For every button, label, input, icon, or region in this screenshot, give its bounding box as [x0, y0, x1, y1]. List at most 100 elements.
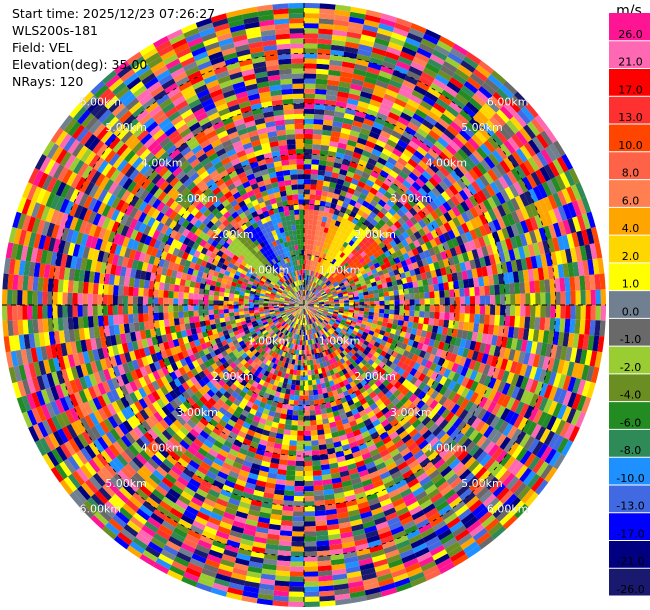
- range-gate: [280, 525, 293, 532]
- range-gate: [483, 441, 496, 454]
- range-gate: [332, 236, 339, 243]
- range-gate: [416, 471, 429, 483]
- range-gate: [435, 155, 447, 167]
- range-gate: [305, 295, 307, 301]
- range-gate: [343, 309, 350, 313]
- range-gate: [542, 356, 551, 371]
- range-gate: [469, 313, 475, 323]
- range-gate: [304, 302, 309, 305]
- range-gate: [361, 86, 374, 95]
- range-gate: [386, 199, 395, 208]
- range-gate: [495, 146, 508, 161]
- range-gate: [314, 266, 319, 273]
- range-gate: [404, 270, 411, 278]
- range-gate: [394, 329, 402, 337]
- range-gate: [351, 274, 358, 280]
- range-gate: [479, 490, 493, 504]
- range-gate: [384, 305, 390, 310]
- range-gate: [413, 230, 422, 240]
- range-gate: [500, 305, 506, 316]
- range-gate: [552, 402, 563, 418]
- range-gate: [307, 285, 310, 291]
- range-gate: [397, 368, 406, 376]
- range-gate: [347, 370, 355, 377]
- range-gate: [408, 393, 418, 403]
- range-gate: [323, 428, 332, 435]
- range-gate: [317, 169, 326, 176]
- range-gate: [315, 225, 321, 232]
- range-gate: [498, 126, 512, 141]
- range-gate: [360, 223, 368, 231]
- range-gate: [317, 273, 322, 279]
- range-gate: [367, 342, 374, 349]
- range-gate: [421, 258, 429, 267]
- range-gate: [401, 214, 410, 223]
- range-gate: [576, 395, 587, 412]
- range-gate: [343, 342, 349, 348]
- range-gate: [371, 258, 379, 265]
- range-gate: [305, 290, 308, 296]
- range-gate: [407, 478, 420, 489]
- range-gate: [317, 43, 332, 50]
- range-gate: [512, 271, 520, 283]
- range-gate: [444, 249, 453, 259]
- range-gate: [475, 177, 486, 190]
- range-gate: [556, 156, 569, 173]
- range-gate: [304, 435, 312, 441]
- range-gate: [482, 323, 490, 335]
- range-gate: [364, 14, 381, 24]
- range-gate: [307, 264, 311, 271]
- range-gate: [335, 237, 342, 244]
- range-gate: [412, 280, 419, 288]
- range-gate: [314, 204, 320, 211]
- range-gate: [361, 188, 370, 197]
- range-gate: [331, 34, 347, 42]
- range-gate: [373, 351, 380, 359]
- range-gate: [335, 419, 343, 427]
- range-gate: [399, 488, 413, 498]
- range-gate: [479, 295, 486, 305]
- range-gate: [394, 456, 406, 467]
- range-gate: [393, 236, 402, 245]
- range-gate: [440, 465, 453, 478]
- range-gate: [476, 351, 484, 363]
- range-gate: [466, 183, 478, 196]
- range-gate: [333, 311, 339, 315]
- range-gate: [331, 315, 337, 320]
- range-gate: [456, 214, 466, 226]
- range-gate: [361, 390, 370, 398]
- range-gate: [353, 115, 365, 124]
- range-gate: [460, 512, 476, 525]
- range-gate: [431, 187, 441, 198]
- range-gate: [347, 415, 356, 423]
- range-gate: [491, 133, 504, 147]
- range-gate: [375, 372, 383, 380]
- range-gate: [421, 366, 430, 376]
- range-gate: [370, 94, 384, 103]
- range-gate: [421, 416, 432, 427]
- range-gate: [304, 546, 317, 552]
- range-gate: [442, 201, 452, 212]
- range-gate: [304, 591, 320, 597]
- range-gate: [515, 464, 528, 480]
- range-gate: [313, 255, 318, 262]
- range-gate: [547, 194, 558, 210]
- range-gate: [333, 274, 340, 280]
- range-gate: [325, 280, 331, 285]
- range-gate: [506, 425, 518, 440]
- range-gate: [405, 373, 414, 382]
- range-gate: [536, 443, 549, 459]
- range-gate: [357, 361, 365, 369]
- range-gate: [526, 421, 538, 436]
- range-gate: [435, 98, 449, 110]
- range-gate: [335, 183, 343, 191]
- range-gate: [326, 292, 333, 296]
- range-gate: [324, 278, 329, 284]
- range-gate: [352, 266, 359, 273]
- range-gate: [318, 300, 324, 303]
- range-gate: [341, 288, 348, 293]
- range-gate: [324, 104, 336, 112]
- range-gate: [307, 365, 311, 371]
- range-gate: [405, 562, 421, 573]
- range-gate: [384, 440, 395, 449]
